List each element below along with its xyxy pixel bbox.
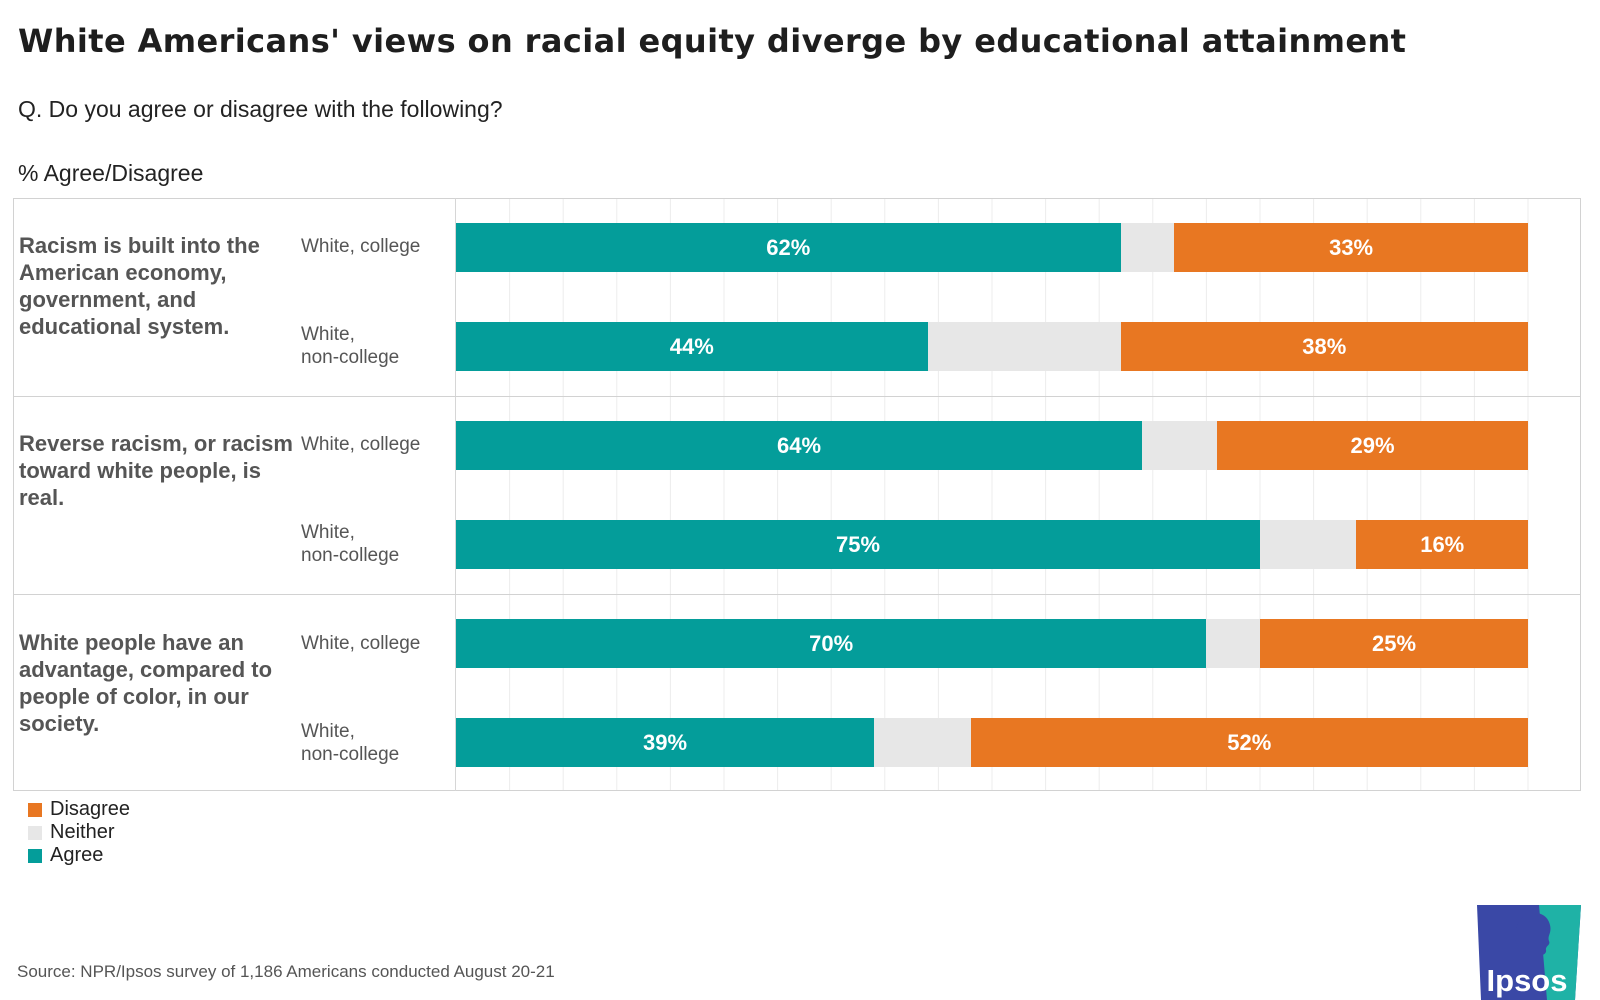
legend: Disagree Neither Agree xyxy=(28,798,130,867)
bar-value-label-disagree: 29% xyxy=(1350,432,1395,458)
legend-item-neither: Neither xyxy=(28,821,130,844)
bar-segment-agree xyxy=(456,421,1143,470)
group-separator xyxy=(13,594,1581,595)
bar-segment-agree xyxy=(456,619,1207,668)
plot-divider xyxy=(455,198,456,791)
bar-segment-agree xyxy=(456,718,875,767)
legend-swatch-disagree xyxy=(28,802,42,817)
bar-value-label-disagree: 38% xyxy=(1302,333,1347,359)
bar-value-label-disagree: 25% xyxy=(1371,630,1417,656)
row-label: White, non-college xyxy=(301,720,399,766)
row-label: White, college xyxy=(301,433,420,456)
bar-segment-disagree xyxy=(1120,322,1528,371)
bar-value-label-disagree: 52% xyxy=(1227,729,1272,755)
bar-segment-agree xyxy=(456,322,928,371)
bar-value-label-agree: 64% xyxy=(777,432,822,458)
chart-subtitle: Q. Do you agree or disagree with the fol… xyxy=(18,96,503,122)
bar-segment-disagree xyxy=(1174,223,1528,272)
bar-segment-disagree xyxy=(1260,619,1528,668)
bar-value-label-agree: 44% xyxy=(669,333,714,359)
row-label: White, college xyxy=(301,632,420,655)
source-note: Source: NPR/Ipsos survey of 1,186 Americ… xyxy=(17,962,555,981)
svg-text:Ipsos: Ipsos xyxy=(1487,963,1568,998)
row-label: White, college xyxy=(301,235,420,258)
legend-swatch-agree xyxy=(28,848,42,863)
bar-segment-neither xyxy=(874,718,971,767)
legend-swatch-neither xyxy=(28,825,42,840)
chart-frame xyxy=(13,198,1581,791)
bar-value-label-agree: 75% xyxy=(835,531,881,557)
bar-value-label-agree: 62% xyxy=(766,234,811,260)
row-label-line: White, xyxy=(301,522,355,543)
bar-segment-disagree xyxy=(1217,421,1528,470)
bar-segment-neither xyxy=(1142,421,1218,470)
row-label: White, non-college xyxy=(301,323,399,369)
question-label-2: Reverse racism, or racism toward white p… xyxy=(19,431,293,510)
legend-label: Disagree xyxy=(50,798,131,820)
bar-segment-neither xyxy=(927,322,1121,371)
row-label: White, non-college xyxy=(301,521,399,567)
bar-value-label-disagree: 33% xyxy=(1329,234,1374,260)
chart-title: White Americans' views on racial equity … xyxy=(18,22,1407,60)
row-label-line: White, college xyxy=(301,633,421,654)
question-label-1: Racism is built into the American econom… xyxy=(19,233,260,339)
bar-segment-neither xyxy=(1206,619,1260,668)
bar-segment-agree xyxy=(456,223,1121,272)
unit-label: % Agree/Disagree xyxy=(18,160,204,186)
bar-value-label-agree: 70% xyxy=(809,630,854,656)
bar-value-label-disagree: 16% xyxy=(1420,531,1465,557)
question-label-3: White people have an advantage, compared… xyxy=(19,630,273,736)
legend-label: Agree xyxy=(50,844,104,866)
legend-label: Neither xyxy=(50,821,115,843)
row-label-line: White, xyxy=(301,721,355,742)
row-label-line: White, college xyxy=(301,236,421,257)
row-label-line: non-college xyxy=(301,545,400,566)
bar-segment-neither xyxy=(1120,223,1175,272)
legend-item-agree: Agree xyxy=(28,844,130,867)
row-label-line: non-college xyxy=(301,347,400,368)
group-separator xyxy=(13,396,1581,397)
bar-segment-neither xyxy=(1260,520,1357,569)
ipsos-logo: Ipsos xyxy=(1477,905,1581,1000)
row-label-line: non-college xyxy=(301,744,400,765)
row-label-line: White, xyxy=(301,324,355,345)
bar-segment-disagree xyxy=(1356,520,1528,569)
row-label-line: White, college xyxy=(301,434,421,455)
legend-item-disagree: Disagree xyxy=(28,798,130,821)
bar-segment-disagree xyxy=(970,718,1528,767)
bar-value-label-agree: 39% xyxy=(643,729,688,755)
bar-segment-agree xyxy=(456,520,1260,569)
